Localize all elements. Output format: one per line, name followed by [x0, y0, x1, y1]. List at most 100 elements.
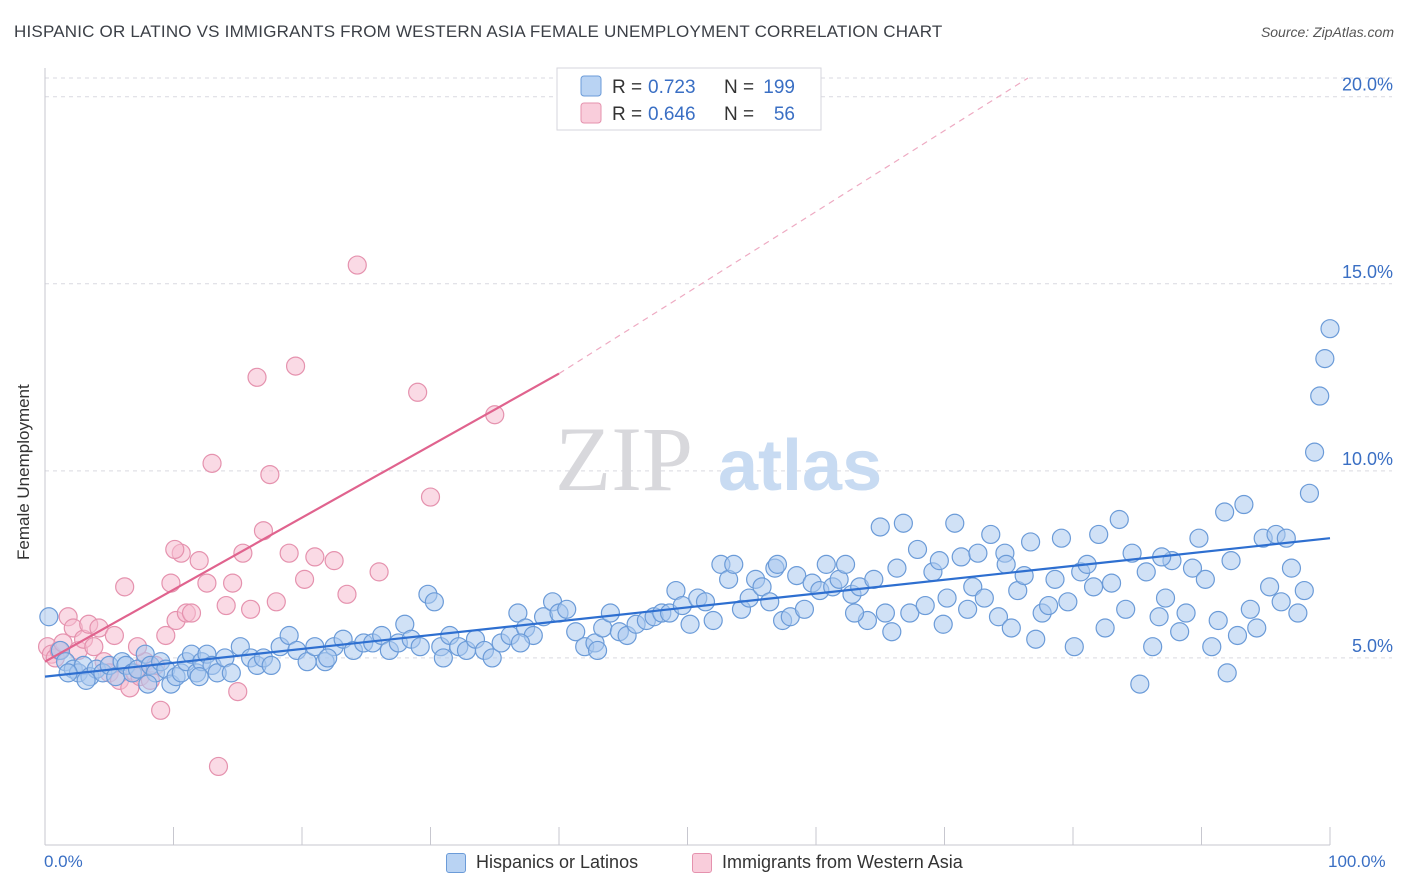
- legend-swatch-hispanics: [580, 75, 602, 97]
- watermark: ZIP atlas: [555, 408, 882, 510]
- legend-n-value-hispanics: 199: [763, 77, 795, 98]
- legend-r-label-western-asia: R =: [612, 104, 642, 125]
- data-point-hispanics: [968, 543, 988, 563]
- legend-top: R = 0.723 N = 199 R = 0.646 N = 56: [556, 67, 822, 131]
- data-point-hispanics: [189, 667, 209, 687]
- legend-bottom-item-western-asia[interactable]: Immigrants from Western Asia: [692, 852, 963, 873]
- data-point-western-asia: [208, 756, 229, 777]
- y-tick-labels: 5.0% 10.0% 15.0% 20.0%: [1342, 75, 1393, 656]
- data-point-hispanics: [893, 513, 913, 533]
- legend-bottom-swatch-western-asia: [692, 852, 712, 873]
- data-point-western-asia: [197, 573, 217, 593]
- data-point-western-asia: [84, 637, 104, 657]
- legend-r-value-western-asia: 0.646: [648, 104, 696, 125]
- data-point-western-asia: [161, 573, 181, 593]
- data-point-hispanics: [1195, 569, 1215, 589]
- data-point-hispanics: [1149, 607, 1169, 627]
- data-point-hispanics: [760, 592, 780, 612]
- legend-bottom: Hispanics or Latinos Immigrants from Wes…: [0, 852, 1406, 878]
- legend-bottom-label-western-asia: Immigrants from Western Asia: [722, 852, 963, 872]
- source-credit: Source: ZipAtlas.com: [1260, 24, 1394, 40]
- data-point-hispanics: [1304, 442, 1325, 462]
- data-point-western-asia: [324, 551, 344, 571]
- data-point-hispanics: [963, 577, 983, 597]
- data-point-hispanics: [981, 524, 1001, 545]
- data-point-hispanics: [1240, 599, 1260, 619]
- data-point-western-asia: [202, 453, 222, 473]
- data-point-hispanics: [787, 566, 807, 586]
- data-point-hispanics: [557, 599, 577, 619]
- data-point-western-asia: [369, 562, 389, 582]
- y-tick-label: 10.0%: [1342, 449, 1393, 469]
- data-point-hispanics: [767, 554, 788, 574]
- data-point-hispanics: [1176, 603, 1196, 623]
- data-point-hispanics: [1208, 610, 1228, 631]
- data-point-western-asia: [115, 577, 135, 597]
- data-point-hispanics: [1095, 618, 1115, 638]
- data-point-hispanics: [1045, 569, 1065, 589]
- chart-title: HISPANIC OR LATINO VS IMMIGRANTS FROM WE…: [14, 22, 943, 41]
- data-point-hispanics: [1215, 502, 1235, 522]
- data-point-hispanics: [1189, 528, 1209, 548]
- series-hispanics-points: [39, 319, 1340, 694]
- legend-n-value-western-asia: 56: [774, 104, 795, 125]
- data-point-hispanics: [882, 622, 902, 642]
- data-point-hispanics: [951, 547, 971, 567]
- data-point-western-asia: [266, 592, 286, 612]
- data-point-western-asia: [247, 367, 267, 387]
- legend-bottom-item-hispanics[interactable]: Hispanics or Latinos: [446, 852, 638, 873]
- data-point-hispanics: [1299, 483, 1320, 503]
- data-point-western-asia: [151, 700, 171, 720]
- data-point-western-asia: [165, 539, 185, 560]
- data-point-hispanics: [680, 614, 700, 634]
- data-point-hispanics: [1026, 629, 1046, 649]
- data-point-hispanics: [937, 588, 957, 608]
- trend-line-western-asia: [44, 372, 560, 663]
- data-point-hispanics: [600, 603, 621, 623]
- legend-bottom-label-hispanics: Hispanics or Latinos: [476, 852, 639, 872]
- legend-r-value-hispanics: 0.723: [648, 77, 696, 98]
- data-point-hispanics: [221, 663, 241, 683]
- data-point-hispanics: [1051, 528, 1072, 548]
- y-tick-label: 5.0%: [1352, 636, 1393, 656]
- data-point-hispanics: [724, 554, 744, 574]
- x-tick-label-min: 0.0%: [44, 852, 83, 871]
- y-tick-label: 20.0%: [1342, 75, 1393, 95]
- data-point-hispanics: [844, 603, 865, 623]
- data-point-western-asia: [260, 464, 280, 485]
- data-point-hispanics: [1294, 580, 1314, 601]
- data-point-western-asia: [253, 521, 274, 541]
- data-point-hispanics: [1170, 622, 1190, 642]
- data-point-hispanics: [900, 603, 920, 623]
- data-point-western-asia: [228, 681, 248, 702]
- data-point-hispanics: [508, 603, 528, 623]
- data-point-western-asia: [347, 255, 367, 275]
- data-point-hispanics: [1227, 625, 1248, 646]
- data-point-hispanics: [996, 554, 1016, 574]
- data-point-hispanics: [1001, 618, 1021, 638]
- legend-n-label-hispanics: N =: [724, 77, 754, 98]
- data-point-western-asia: [408, 382, 428, 402]
- data-point-hispanics: [1130, 674, 1150, 694]
- data-point-hispanics: [1221, 551, 1241, 571]
- data-point-hispanics: [39, 607, 59, 627]
- data-point-hispanics: [1315, 349, 1335, 369]
- data-point-hispanics: [1020, 532, 1041, 552]
- data-point-hispanics: [1136, 562, 1156, 582]
- data-point-hispanics: [794, 599, 815, 619]
- data-point-hispanics: [1217, 663, 1237, 683]
- data-point-hispanics: [1109, 509, 1129, 530]
- data-point-hispanics: [138, 674, 158, 694]
- data-point-hispanics: [433, 648, 453, 668]
- data-point-hispanics: [1182, 558, 1203, 578]
- data-point-western-asia: [223, 573, 243, 593]
- data-point-western-asia: [279, 543, 299, 563]
- data-point-hispanics: [1014, 566, 1034, 586]
- data-point-hispanics: [410, 637, 430, 657]
- data-point-western-asia: [89, 618, 109, 638]
- data-point-hispanics: [1101, 573, 1122, 593]
- data-point-hispanics: [945, 513, 965, 533]
- data-point-hispanics: [1038, 595, 1059, 616]
- data-point-hispanics: [1281, 558, 1302, 578]
- data-point-hispanics: [279, 625, 299, 646]
